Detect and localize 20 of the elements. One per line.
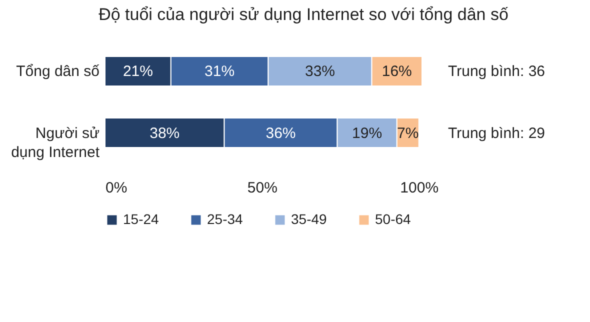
x-tick-label: 100% [400, 180, 439, 196]
chart-title: Độ tuổi của người sử dụng Internet so với tổng dân số [98, 5, 509, 24]
data-label: 36% [266, 124, 296, 142]
text: Trung bình: 36 [448, 63, 546, 80]
data-label: 33% [304, 63, 336, 80]
legend-label: 35-49 [291, 211, 328, 227]
y-tick-label: Tổng dân số [16, 63, 100, 80]
data-label: 7% [397, 124, 419, 142]
text: Trung bình: 29 [448, 124, 546, 142]
x-tick-label: 50% [247, 180, 278, 196]
legend-label: 25-34 [207, 211, 244, 227]
y-tick-label: Người sử dụng Internet [11, 124, 100, 161]
x-tick-label: 0% [106, 180, 128, 196]
data-label: 16% [382, 63, 412, 80]
legend-label: 50-64 [375, 211, 412, 227]
data-label: 21% [122, 63, 153, 80]
data-label: 19% [352, 124, 382, 142]
legend-label: 15-24 [123, 211, 160, 227]
data-label: 31% [204, 63, 235, 80]
data-label: 38% [150, 124, 180, 142]
